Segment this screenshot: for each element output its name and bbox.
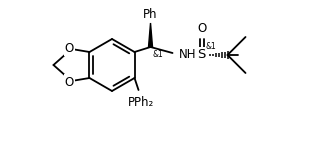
- Text: NH: NH: [178, 49, 196, 61]
- Text: O: O: [65, 75, 74, 89]
- Text: O: O: [65, 41, 74, 55]
- Text: &1: &1: [206, 42, 216, 51]
- Polygon shape: [149, 23, 153, 47]
- Text: Ph: Ph: [143, 8, 158, 21]
- Text: O: O: [197, 22, 206, 35]
- Text: &1: &1: [153, 50, 163, 59]
- Text: PPh₂: PPh₂: [127, 96, 154, 109]
- Text: S: S: [197, 49, 206, 61]
